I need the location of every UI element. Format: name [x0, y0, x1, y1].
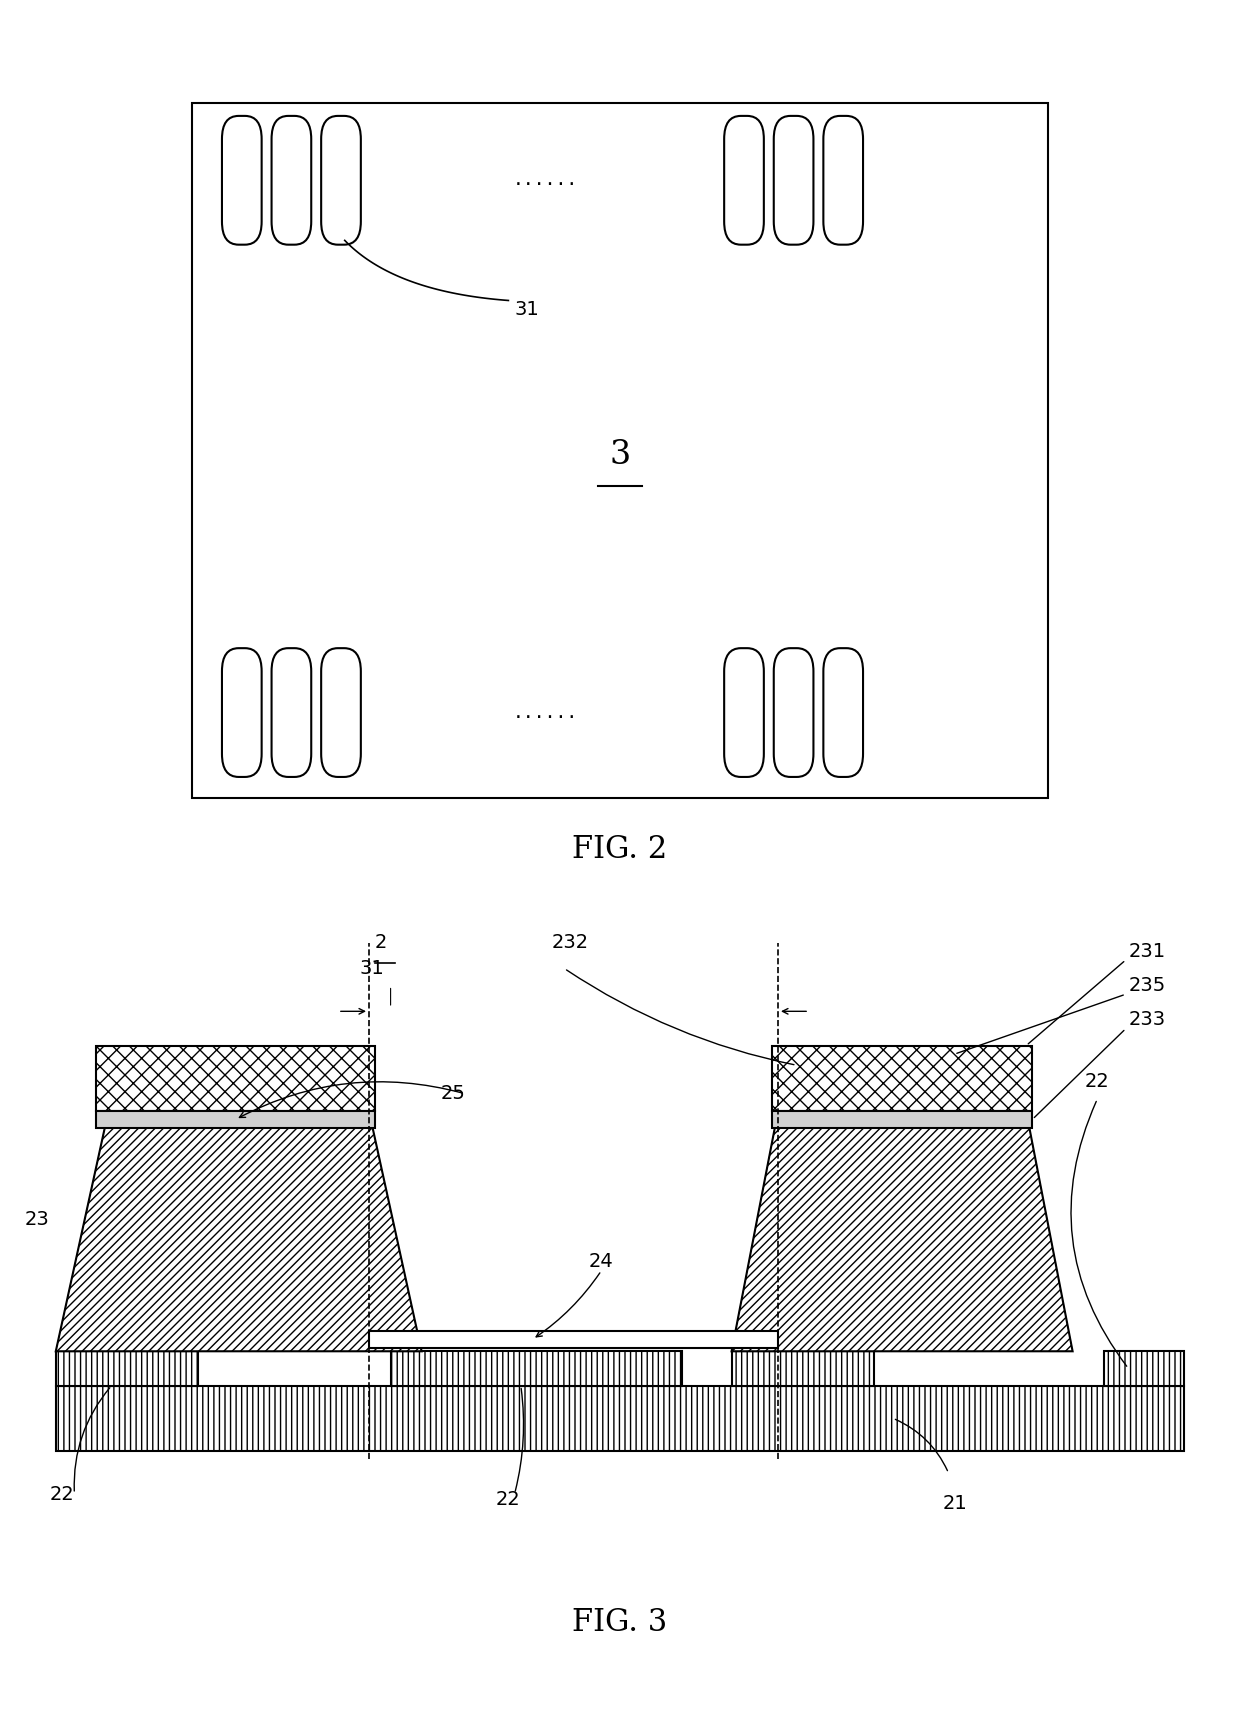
Bar — [97, 1046, 374, 1111]
Text: 31: 31 — [360, 958, 384, 979]
Bar — [1104, 1351, 1184, 1386]
Text: 2: 2 — [374, 932, 387, 953]
Bar — [391, 1351, 682, 1386]
Polygon shape — [56, 1111, 422, 1351]
Bar — [391, 1351, 682, 1386]
Text: 235: 235 — [1128, 975, 1166, 996]
Polygon shape — [732, 1111, 1073, 1351]
Text: ......: ...... — [513, 172, 578, 189]
Bar — [97, 1046, 374, 1111]
Text: 24: 24 — [589, 1252, 614, 1272]
Bar — [732, 1351, 874, 1386]
Text: 22: 22 — [50, 1485, 74, 1504]
Text: 22: 22 — [1085, 1071, 1110, 1092]
Text: 231: 231 — [1128, 941, 1166, 962]
Bar — [771, 1046, 1033, 1111]
Bar — [771, 1111, 1033, 1128]
Text: 233: 233 — [1128, 1010, 1166, 1030]
Text: 31: 31 — [515, 299, 539, 319]
Bar — [56, 1386, 1184, 1451]
Bar — [1104, 1351, 1184, 1386]
Bar — [56, 1351, 198, 1386]
Text: ......: ...... — [513, 704, 578, 721]
Text: 3: 3 — [609, 440, 631, 470]
Bar — [732, 1351, 874, 1386]
Bar — [56, 1386, 1184, 1451]
Text: 23: 23 — [25, 1209, 50, 1229]
Bar — [370, 1331, 779, 1348]
Text: 21: 21 — [942, 1494, 967, 1513]
Text: 25: 25 — [440, 1083, 465, 1104]
Text: 22: 22 — [496, 1490, 521, 1509]
Bar — [192, 103, 1048, 798]
Bar — [97, 1111, 374, 1128]
Bar — [56, 1351, 198, 1386]
Bar — [771, 1046, 1033, 1111]
Text: 232: 232 — [552, 932, 589, 953]
Text: FIG. 2: FIG. 2 — [573, 834, 667, 865]
Text: FIG. 3: FIG. 3 — [573, 1607, 667, 1638]
